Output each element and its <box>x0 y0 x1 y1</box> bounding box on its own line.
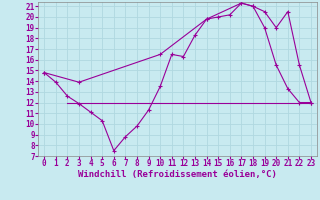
X-axis label: Windchill (Refroidissement éolien,°C): Windchill (Refroidissement éolien,°C) <box>78 170 277 179</box>
